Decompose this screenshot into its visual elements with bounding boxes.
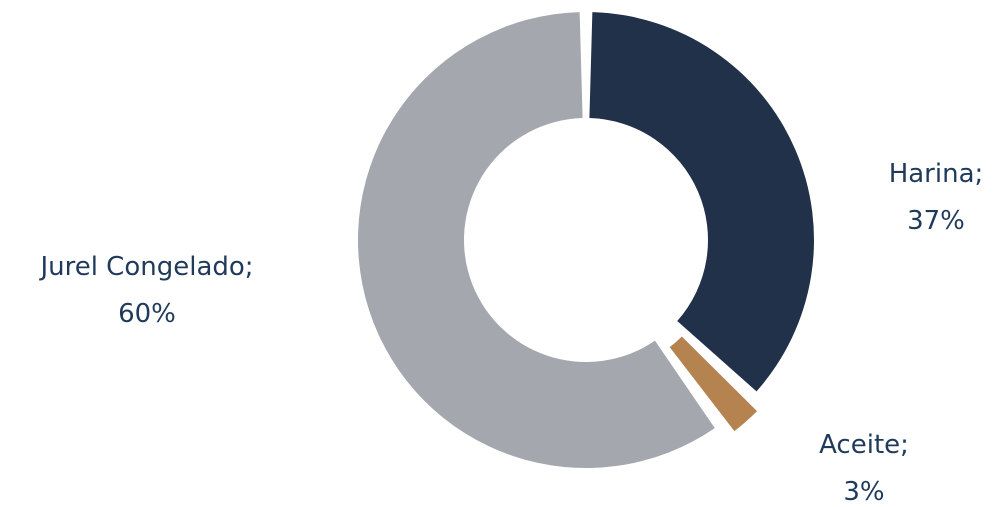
- slice-harina: [589, 12, 815, 392]
- slice-percent-harina: 37%: [907, 206, 965, 236]
- slice-jurel-congelado: [358, 12, 715, 468]
- slice-label-harina: Harina;: [889, 159, 984, 189]
- slice-percent-aceite: 3%: [843, 477, 884, 502]
- slice-label-jurel-congelado: Jurel Congelado;: [38, 252, 253, 282]
- slice-group: [358, 12, 815, 468]
- slice-percent-jurel-congelado: 60%: [118, 299, 176, 329]
- slice-aceite: [669, 336, 758, 432]
- slice-label-aceite: Aceite;: [819, 430, 909, 460]
